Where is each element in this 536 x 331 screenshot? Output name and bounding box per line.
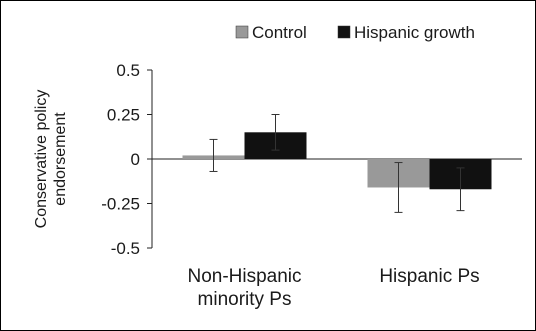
y-tick-label: -0.5 <box>111 239 140 258</box>
y-axis-title: Conservative policy endorsement <box>33 90 69 229</box>
x-category-label-line: Non-Hispanic <box>187 266 301 287</box>
y-tick-label: 0 <box>131 150 140 169</box>
x-category-label-line: Hispanic Ps <box>379 266 479 287</box>
y-axis-title-line: Conservative policy <box>33 90 50 229</box>
x-category-label-line: minority Ps <box>198 289 292 310</box>
legend-label: Control <box>252 23 307 42</box>
bars <box>182 132 492 190</box>
x-category-labels: Non-Hispanic minority Ps Hispanic Ps <box>187 266 479 310</box>
y-axis-label: Conservative policy endorsement <box>33 90 69 229</box>
y-axis: 0.5 0.25 0 -0.25 -0.5 <box>101 61 153 258</box>
y-tick-label: 0.5 <box>116 61 140 80</box>
legend-label: Hispanic growth <box>354 23 475 42</box>
y-tick-label: -0.25 <box>101 195 140 214</box>
error-bars <box>209 114 465 213</box>
x-category-label: Non-Hispanic minority Ps <box>187 266 301 310</box>
x-category-label: Hispanic Ps <box>379 266 479 287</box>
y-tick-label: 0.25 <box>107 106 140 125</box>
y-axis-title-line: endorsement <box>52 112 69 206</box>
legend: Control Hispanic growth <box>235 23 475 42</box>
legend-swatch <box>235 25 249 39</box>
legend-swatch <box>337 25 351 39</box>
